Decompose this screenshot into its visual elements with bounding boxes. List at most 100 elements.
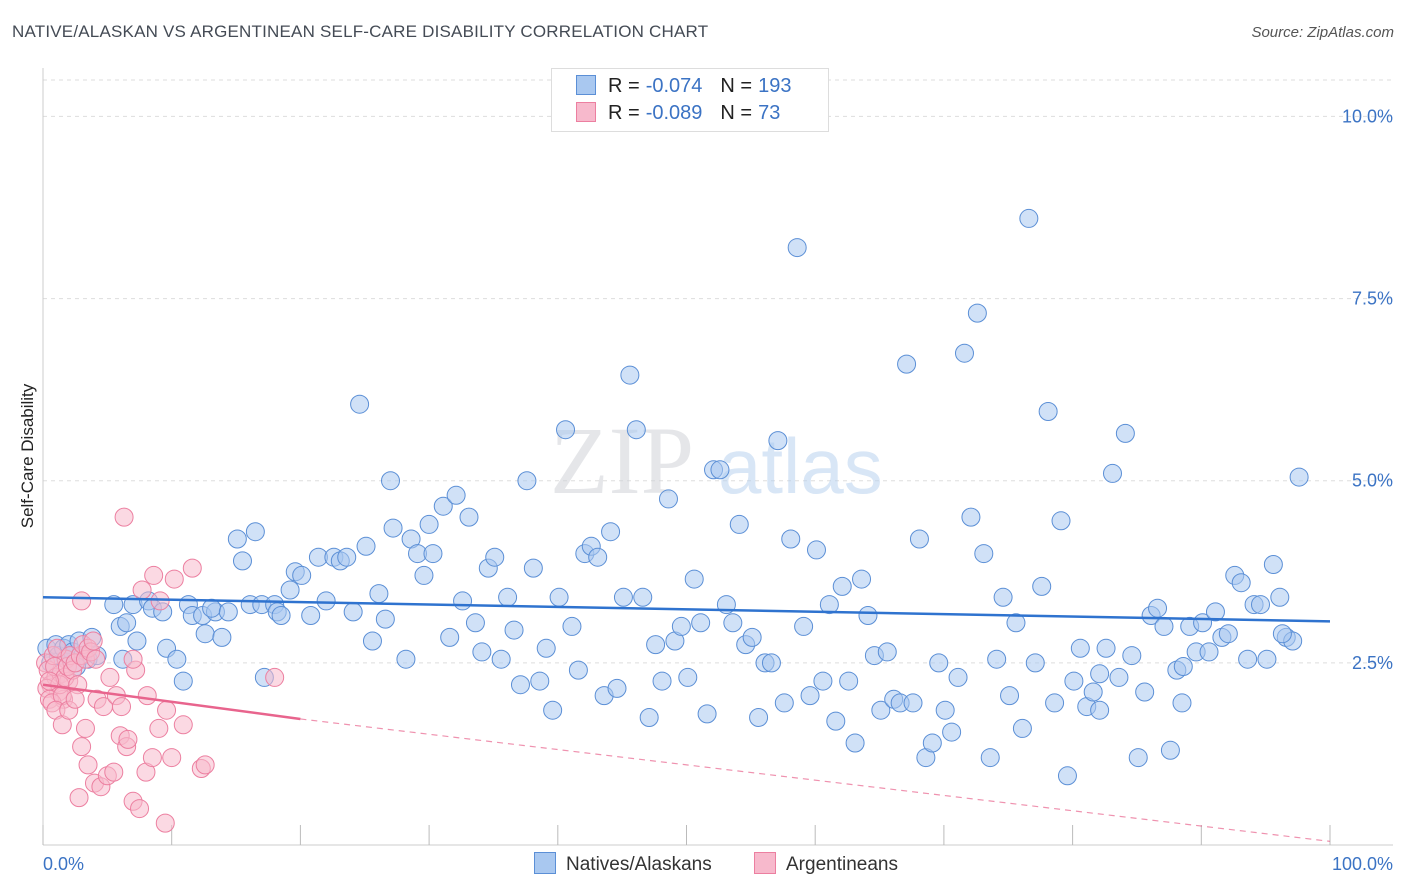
data-point-argentineans — [149, 718, 169, 738]
data-point-natives — [202, 598, 222, 618]
data-point-natives — [794, 616, 814, 636]
data-point-natives — [212, 627, 232, 647]
x-tick-label-min: 0.0% — [43, 854, 84, 874]
trend-lines — [42, 596, 1331, 842]
data-point-natives — [517, 471, 537, 491]
data-point-natives — [104, 595, 124, 615]
data-point-natives — [909, 529, 929, 549]
data-point-natives — [942, 722, 962, 742]
data-point-natives — [671, 616, 691, 636]
data-point-natives — [658, 489, 678, 509]
data-point-natives — [485, 547, 505, 567]
data-point-natives — [343, 602, 363, 622]
bottom-legend-argentineans: Argentineans — [754, 852, 898, 876]
data-point-natives — [1160, 740, 1180, 760]
chart-title: NATIVE/ALASKAN VS ARGENTINEAN SELF-CARE … — [12, 22, 709, 41]
axes — [42, 68, 1393, 846]
data-point-natives — [280, 580, 300, 600]
data-point-natives — [813, 671, 833, 691]
data-point-natives — [1218, 624, 1238, 644]
data-point-argentineans — [144, 565, 164, 585]
data-point-natives — [1090, 664, 1110, 684]
data-point-natives — [1172, 693, 1192, 713]
data-point-natives — [337, 547, 357, 567]
x-tick-label-max: 100.0% — [1332, 854, 1393, 874]
legend-row-argentineans: R = -0.089 N = 73 — [576, 102, 780, 124]
data-point-natives — [993, 587, 1013, 607]
data-point-natives — [729, 514, 749, 534]
data-point-natives — [232, 551, 252, 571]
data-point-argentineans — [83, 631, 103, 651]
data-point-natives — [678, 667, 698, 687]
legend-r-value: -0.074 — [645, 75, 703, 97]
data-point-natives — [1263, 555, 1283, 574]
data-point-natives — [903, 693, 923, 713]
trend-line-argentineans-extension — [300, 718, 1331, 842]
legend-r-value: -0.089 — [645, 102, 703, 124]
data-point-natives — [380, 471, 400, 491]
data-point-natives — [316, 591, 336, 611]
data-point-natives — [1102, 463, 1122, 483]
legend-swatch-blue — [576, 75, 596, 95]
data-point-natives — [1070, 638, 1090, 658]
correlation-legend: R = -0.074 N = 193 R = -0.089 N = 73 — [551, 68, 829, 132]
data-point-argentineans — [132, 580, 152, 600]
data-point-argentineans — [78, 755, 98, 775]
data-point-natives — [414, 565, 434, 585]
data-point-natives — [396, 649, 416, 669]
data-point-natives — [453, 591, 473, 611]
data-point-argentineans — [69, 788, 89, 808]
data-point-natives — [980, 748, 1000, 768]
data-point-natives — [1083, 682, 1103, 702]
data-point-natives — [301, 606, 321, 625]
data-point-natives — [1109, 667, 1129, 687]
data-point-argentineans — [150, 591, 170, 611]
data-point-argentineans — [157, 700, 177, 720]
data-point-natives — [768, 431, 788, 451]
data-point-natives — [633, 587, 653, 607]
data-point-natives — [350, 394, 370, 414]
data-point-natives — [1270, 587, 1290, 607]
y-tick-label: 5.0% — [1352, 471, 1393, 491]
watermark: ZIP atlas — [550, 407, 883, 514]
data-point-natives — [897, 354, 917, 374]
data-point-natives — [1038, 402, 1058, 421]
data-point-natives — [806, 540, 826, 560]
data-point-argentineans — [142, 748, 162, 768]
data-point-argentineans — [86, 649, 106, 669]
data-point-natives — [271, 606, 291, 625]
data-point-natives — [127, 631, 147, 651]
data-point-argentineans — [130, 799, 150, 819]
data-point-natives — [472, 642, 492, 662]
data-point-natives — [549, 587, 569, 607]
data-point-natives — [562, 616, 582, 636]
data-point-natives — [173, 671, 193, 691]
legend-swatch-pink — [576, 102, 596, 122]
gridlines — [43, 79, 1393, 664]
legend-r-label: R = — [608, 102, 640, 124]
data-point-natives — [948, 667, 968, 687]
bottom-legend-label: Argentineans — [786, 854, 898, 875]
data-point-argentineans — [123, 649, 143, 669]
data-point-natives — [356, 536, 376, 556]
series-natives-alaskans — [37, 208, 1309, 786]
data-point-argentineans — [104, 762, 124, 782]
data-point-natives — [588, 547, 608, 567]
data-point-natives — [218, 602, 238, 622]
data-point-natives — [227, 529, 247, 549]
data-point-natives — [1289, 467, 1309, 487]
data-point-natives — [839, 671, 859, 691]
data-point-natives — [710, 460, 730, 480]
trend-line-argentineans — [42, 683, 301, 721]
data-point-natives — [626, 420, 646, 440]
data-point-argentineans — [195, 755, 215, 775]
data-point-natives — [1012, 718, 1032, 738]
data-point-natives — [1251, 595, 1271, 615]
data-point-natives — [459, 507, 479, 527]
data-point-natives — [723, 613, 743, 633]
y-tick-label: 2.5% — [1352, 653, 1393, 673]
data-point-natives — [620, 365, 640, 385]
data-point-natives — [1045, 693, 1065, 713]
legend-n-label: N = — [720, 75, 753, 97]
